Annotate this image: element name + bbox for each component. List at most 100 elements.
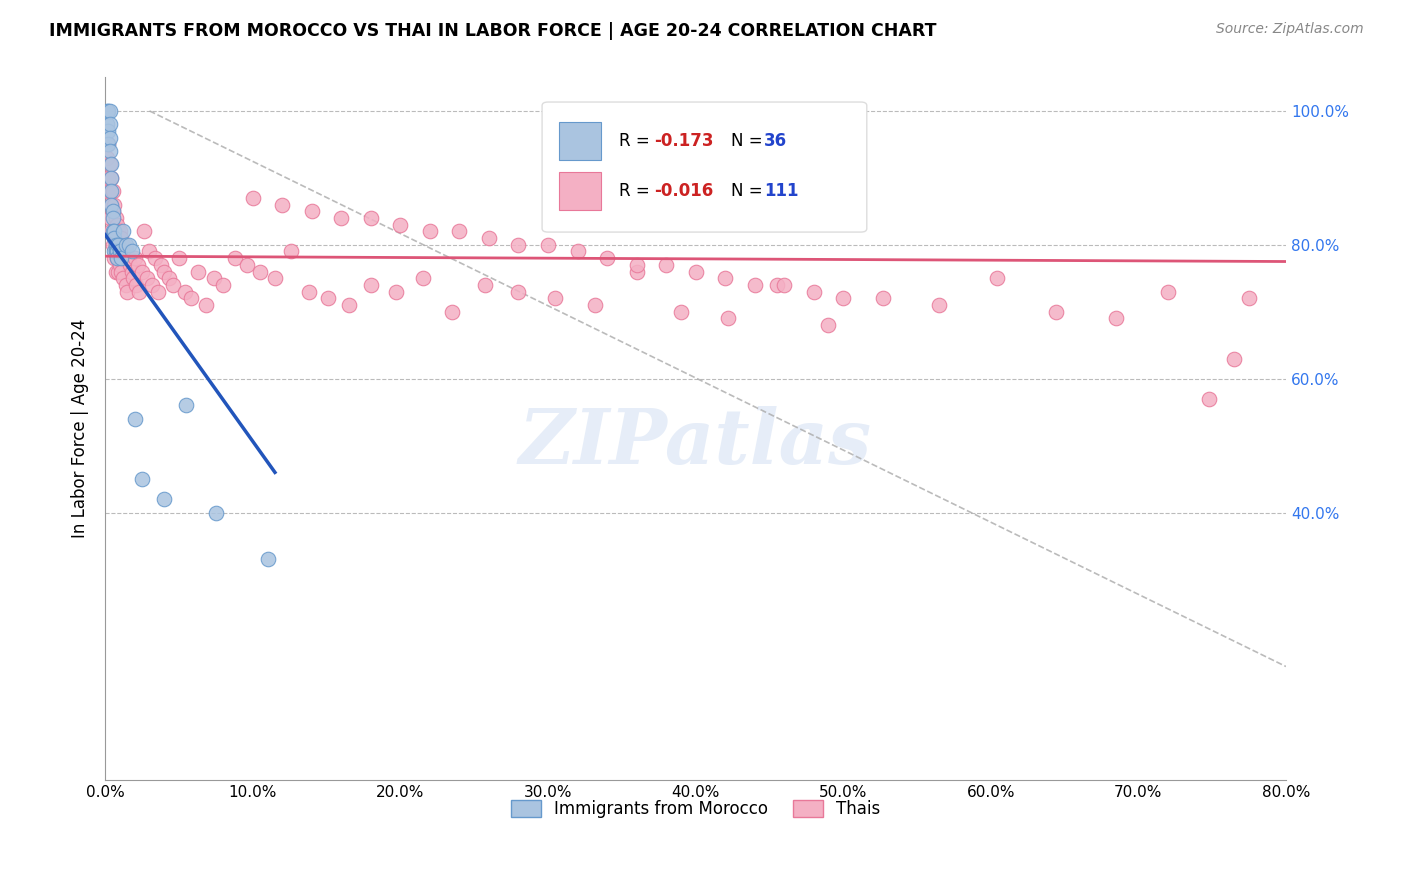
Point — [115, 277, 138, 292]
Text: IMMIGRANTS FROM MOROCCO VS THAI IN LABOR FORCE | AGE 20-24 CORRELATION CHART: IMMIGRANTS FROM MOROCCO VS THAI IN LABOR… — [49, 22, 936, 40]
Point — [236, 258, 259, 272]
Point — [441, 304, 464, 318]
Point — [150, 258, 173, 272]
Point — [1198, 392, 1220, 406]
Point — [110, 251, 132, 265]
Point — [1157, 285, 1180, 299]
Point — [180, 291, 202, 305]
Point — [474, 277, 496, 292]
Point — [626, 264, 648, 278]
Point — [153, 492, 176, 507]
Point — [97, 103, 120, 118]
Point — [101, 204, 124, 219]
Point — [872, 291, 894, 305]
Point — [115, 244, 138, 259]
Point — [131, 472, 153, 486]
Point — [174, 285, 197, 299]
Point — [385, 285, 408, 299]
Point — [301, 204, 323, 219]
Point — [101, 211, 124, 225]
Point — [111, 271, 134, 285]
Point — [96, 117, 118, 131]
Point — [205, 506, 228, 520]
Point — [122, 271, 145, 285]
Point — [98, 130, 121, 145]
Point — [148, 285, 170, 299]
Point — [105, 218, 128, 232]
Text: 111: 111 — [763, 182, 799, 200]
Point — [360, 277, 382, 292]
Point — [204, 271, 226, 285]
Text: N =: N = — [731, 132, 768, 151]
Point — [567, 244, 589, 259]
Point — [108, 258, 131, 272]
Point — [104, 264, 127, 278]
Point — [389, 218, 412, 232]
Point — [124, 412, 146, 426]
Point — [249, 264, 271, 278]
Point — [832, 291, 855, 305]
Point — [224, 251, 246, 265]
Point — [167, 251, 190, 265]
Point — [162, 277, 184, 292]
Point — [986, 271, 1008, 285]
Point — [153, 264, 176, 278]
Point — [104, 244, 127, 259]
Point — [194, 298, 217, 312]
Text: -0.173: -0.173 — [654, 132, 714, 151]
FancyBboxPatch shape — [543, 102, 866, 232]
Point — [111, 237, 134, 252]
Point — [1237, 291, 1260, 305]
Point — [212, 277, 235, 292]
Text: ZIPatlas: ZIPatlas — [519, 406, 872, 480]
Point — [596, 251, 619, 265]
Point — [108, 224, 131, 238]
Point — [107, 264, 129, 278]
Point — [101, 204, 124, 219]
Point — [298, 285, 321, 299]
Point — [118, 251, 141, 265]
Point — [128, 285, 150, 299]
Point — [121, 244, 143, 259]
Point — [360, 211, 382, 225]
Point — [111, 224, 134, 238]
Point — [117, 251, 139, 265]
Point — [141, 277, 163, 292]
Point — [478, 231, 501, 245]
FancyBboxPatch shape — [558, 171, 602, 210]
Point — [100, 170, 122, 185]
Point — [101, 184, 124, 198]
Point — [124, 251, 146, 265]
Point — [115, 237, 138, 252]
Point — [105, 251, 128, 265]
Point — [817, 318, 839, 332]
Point — [98, 103, 121, 118]
Legend: Immigrants from Morocco, Thais: Immigrants from Morocco, Thais — [503, 793, 887, 825]
Point — [765, 277, 787, 292]
Point — [118, 237, 141, 252]
Point — [107, 237, 129, 252]
Point — [412, 271, 434, 285]
Point — [508, 285, 530, 299]
Point — [98, 184, 121, 198]
Point — [131, 264, 153, 278]
Point — [100, 184, 122, 198]
Point — [98, 157, 121, 171]
FancyBboxPatch shape — [558, 122, 602, 161]
Point — [132, 224, 155, 238]
Point — [242, 191, 264, 205]
Point — [176, 399, 198, 413]
Point — [685, 264, 707, 278]
Point — [316, 291, 339, 305]
Point — [537, 237, 560, 252]
Point — [544, 291, 567, 305]
Point — [655, 258, 678, 272]
Point — [419, 224, 441, 238]
Point — [112, 244, 135, 259]
Point — [105, 251, 128, 265]
Point — [96, 184, 118, 198]
Point — [138, 244, 160, 259]
Point — [256, 552, 278, 566]
Point — [103, 197, 125, 211]
Point — [100, 170, 122, 185]
